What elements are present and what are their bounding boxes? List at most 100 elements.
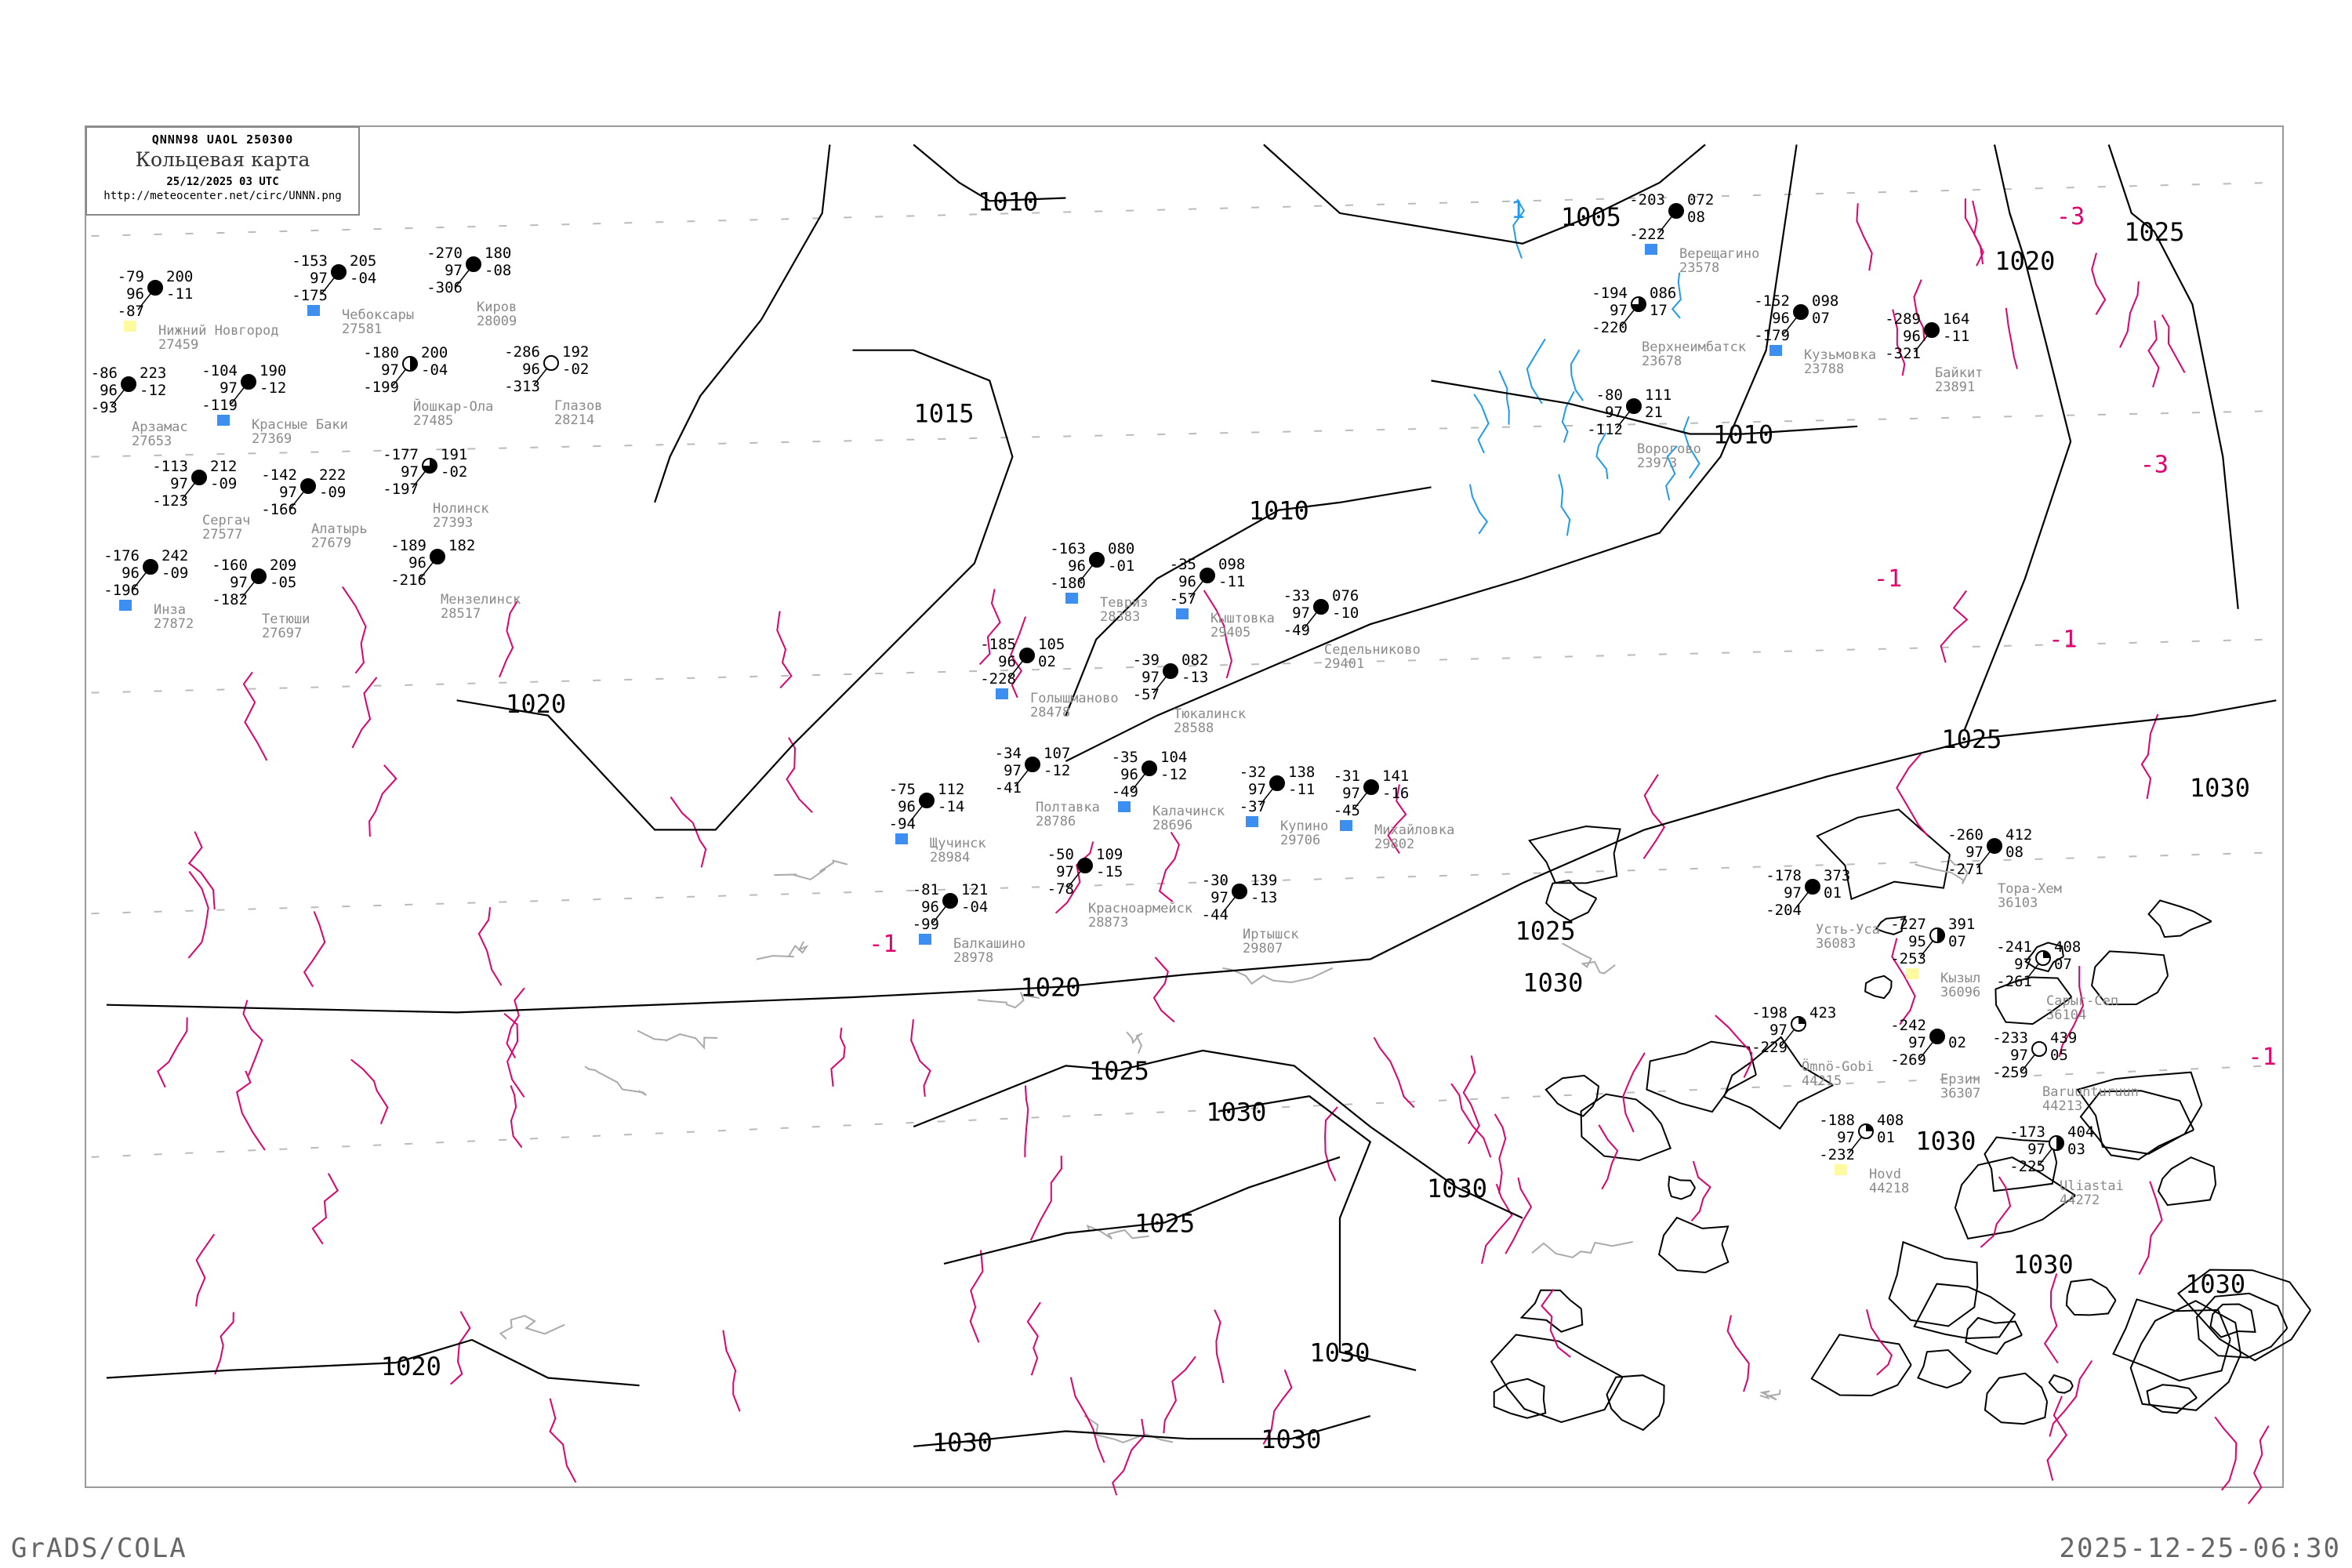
station-name: Инза: [154, 602, 186, 618]
isotherm-segment-cyan: [1561, 390, 1575, 443]
cloud-cover-icon: [1626, 398, 1642, 414]
station-index: 23891: [1935, 379, 1975, 395]
coastline: [1759, 1389, 1781, 1401]
isotherm-segment-cyan: [1558, 474, 1571, 536]
cloud-cover-icon: [251, 568, 267, 584]
station-dewpoint: -228: [980, 670, 1016, 688]
station-visibility: 97: [279, 484, 297, 501]
station-visibility: 97: [2014, 956, 2032, 973]
station-name: Мензелинск: [441, 592, 521, 608]
cloud-cover-icon: [466, 256, 481, 272]
isotherm-segment: [1029, 1156, 1062, 1241]
station-name: Верхнеимбатск: [1642, 339, 1746, 355]
isobar-label: 1030: [2185, 1269, 2245, 1299]
terrain-contour: [1810, 1334, 1912, 1397]
station-index: 27653: [132, 434, 172, 449]
terrain-contour: [1816, 808, 1951, 901]
isotherm-segment: [776, 611, 793, 689]
station-temperature: -75: [889, 781, 916, 798]
station-temperature: -81: [913, 881, 939, 898]
station-dewpoint: -45: [1334, 802, 1360, 819]
isobar-label: 1030: [932, 1428, 993, 1457]
station-pressure-tendency: -09: [210, 475, 237, 492]
coastline: [756, 941, 809, 960]
station-pressure: 212: [210, 458, 237, 475]
isotherm-segment: [1214, 1309, 1225, 1384]
cloud-cover-icon: [1200, 568, 1215, 583]
isotherm-segment: [510, 1085, 523, 1149]
terrain-contour: [1917, 1348, 1972, 1389]
source-url[interactable]: http://meteocenter.net/circ/UNNN.png: [103, 190, 342, 202]
isobar-label: 1030: [1261, 1425, 1321, 1454]
station-name: Глазов: [554, 398, 602, 414]
station-visibility: 96: [1903, 328, 1921, 345]
station-dewpoint: -313: [504, 378, 540, 395]
isotherm-segment-cyan: [1526, 338, 1546, 405]
station-index: 27485: [413, 413, 453, 429]
station-name: Тевриз: [1100, 595, 1148, 611]
isotherm-segment: [2091, 252, 2107, 315]
station-index: 36096: [1940, 985, 1980, 1000]
station-pressure-tendency: 08: [1687, 209, 1705, 226]
cloud-cover-fill: [1798, 1017, 1806, 1024]
cloud-cover-icon: [1019, 648, 1035, 663]
station-visibility: 97: [1292, 604, 1310, 622]
station-pressure: 104: [1160, 749, 1187, 766]
station-visibility: 96: [522, 361, 540, 378]
isobar-line: [1218, 1095, 1417, 1371]
station-pressure: 111: [1645, 387, 1671, 404]
station-name: Ömnö-Gobi: [1802, 1058, 1874, 1075]
isobar-label: 1030: [1915, 1127, 1976, 1156]
cloud-cover-icon: [331, 264, 347, 280]
station-pressure: 109: [1096, 846, 1123, 863]
station-visibility: 97: [310, 270, 328, 287]
isobar-label: 1010: [978, 187, 1038, 216]
isotherm-segment: [2248, 1425, 2270, 1504]
station-visibility: 97: [170, 475, 188, 492]
isotherm-segment-cyan: [1469, 484, 1489, 535]
station-pressure: 391: [1948, 916, 1975, 933]
station-visibility: 96: [126, 285, 144, 303]
